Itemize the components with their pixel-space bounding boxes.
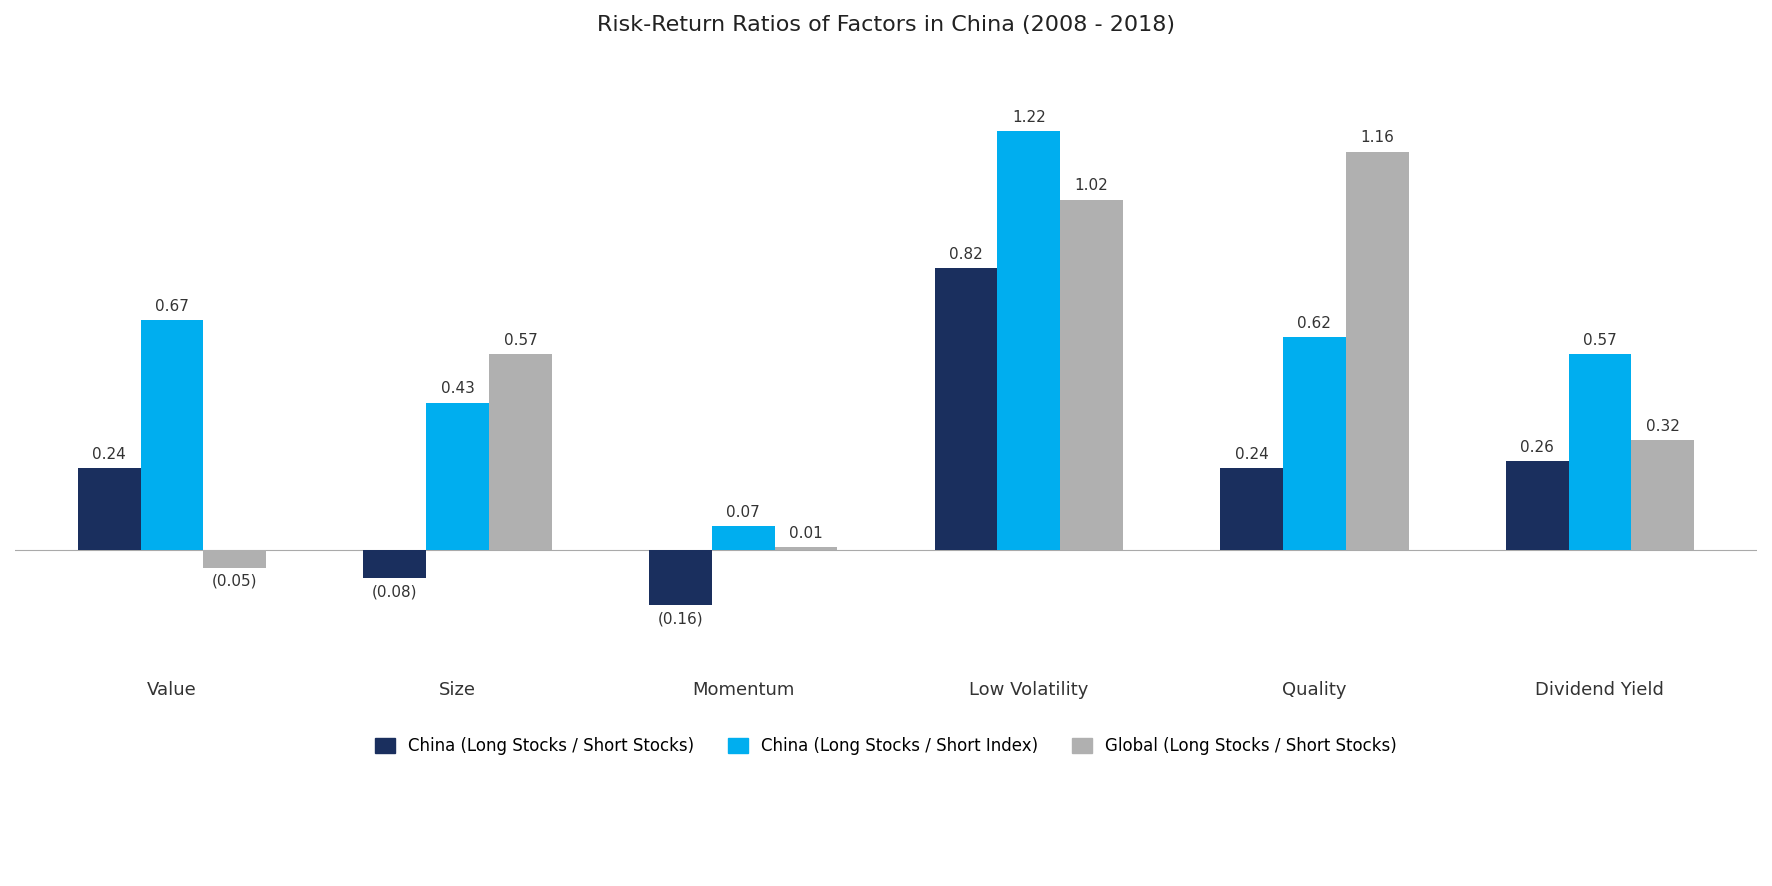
Bar: [427, 402, 489, 550]
Text: Dividend Yield: Dividend Yield: [1536, 681, 1664, 699]
Text: 0.24: 0.24: [92, 447, 126, 462]
Text: 1.02: 1.02: [1076, 178, 1109, 193]
Title: Risk-Return Ratios of Factors in China (2008 - 2018): Risk-Return Ratios of Factors in China (…: [597, 15, 1175, 35]
Text: 0.26: 0.26: [1520, 439, 1554, 455]
Bar: [489, 354, 551, 550]
Text: 0.82: 0.82: [950, 247, 983, 262]
Bar: [712, 526, 774, 550]
Bar: [1060, 199, 1123, 550]
Text: Low Volatility: Low Volatility: [969, 681, 1088, 699]
Text: Quality: Quality: [1283, 681, 1347, 699]
Bar: [649, 550, 712, 605]
Bar: [1632, 440, 1694, 550]
Text: (0.08): (0.08): [372, 584, 418, 599]
Bar: [774, 547, 838, 550]
Text: 0.32: 0.32: [1646, 419, 1680, 434]
Text: 0.57: 0.57: [503, 333, 537, 348]
Text: Size: Size: [439, 681, 477, 699]
Text: 1.22: 1.22: [1012, 110, 1045, 125]
Text: 0.67: 0.67: [156, 299, 190, 314]
Text: (0.05): (0.05): [213, 574, 257, 588]
Bar: [1221, 468, 1283, 550]
Text: Momentum: Momentum: [693, 681, 794, 699]
Legend: China (Long Stocks / Short Stocks), China (Long Stocks / Short Index), Global (L: China (Long Stocks / Short Stocks), Chin…: [376, 737, 1396, 755]
Text: 0.43: 0.43: [441, 381, 475, 396]
Bar: [363, 550, 427, 578]
Text: (0.16): (0.16): [657, 611, 703, 626]
Bar: [998, 131, 1060, 550]
Bar: [934, 268, 998, 550]
Text: 0.01: 0.01: [789, 525, 822, 540]
Bar: [140, 320, 204, 550]
Bar: [1568, 354, 1632, 550]
Bar: [1345, 152, 1409, 550]
Bar: [1506, 461, 1568, 550]
Bar: [1283, 338, 1345, 550]
Text: 0.57: 0.57: [1582, 333, 1616, 348]
Text: 0.07: 0.07: [727, 505, 760, 520]
Bar: [204, 550, 266, 568]
Text: 1.16: 1.16: [1361, 130, 1395, 145]
Text: Value: Value: [147, 681, 197, 699]
Text: 0.62: 0.62: [1297, 316, 1331, 331]
Bar: [78, 468, 140, 550]
Text: 0.24: 0.24: [1235, 447, 1269, 462]
